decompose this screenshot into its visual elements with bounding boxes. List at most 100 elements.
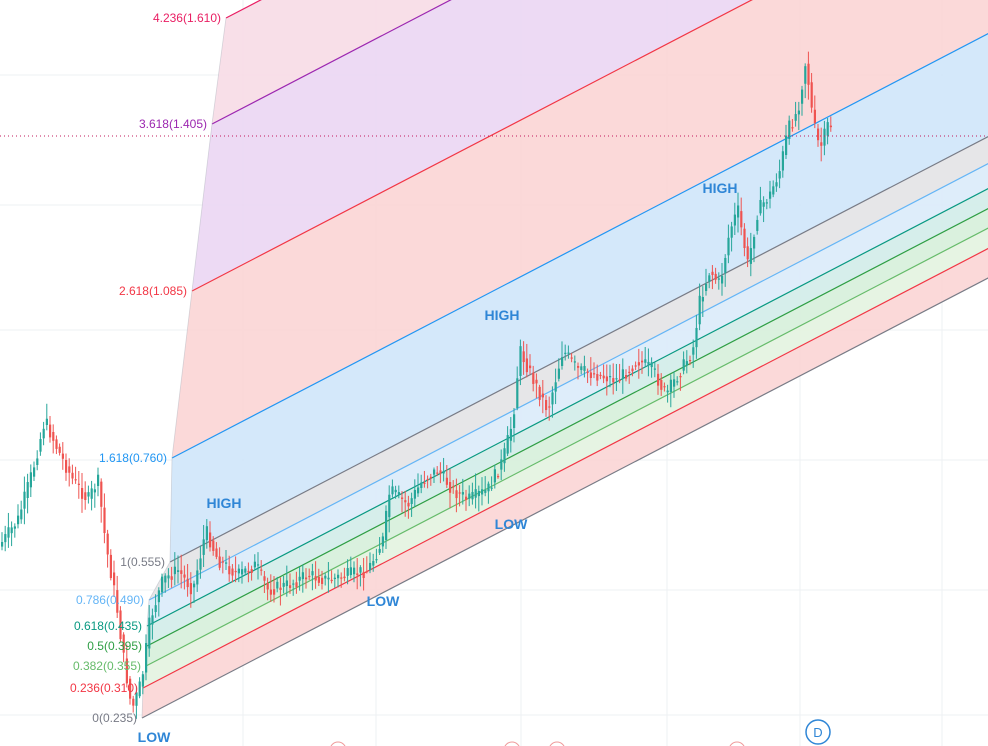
candle bbox=[337, 569, 340, 588]
candle-body bbox=[298, 576, 301, 581]
candle bbox=[583, 355, 586, 378]
fib-label-0.382: 0.382(0.355) bbox=[73, 659, 141, 673]
candle-body bbox=[733, 214, 736, 226]
candle-body bbox=[797, 110, 800, 115]
candle-body bbox=[189, 583, 192, 595]
candle bbox=[695, 314, 698, 359]
candle bbox=[71, 464, 74, 485]
candle-body bbox=[609, 376, 612, 378]
candle-body bbox=[13, 526, 16, 529]
candle-body bbox=[589, 372, 592, 379]
candle-body bbox=[532, 372, 535, 384]
candle bbox=[58, 443, 61, 456]
fib-label-3.618: 3.618(1.405) bbox=[139, 117, 207, 131]
candle bbox=[449, 468, 452, 508]
candle-body bbox=[404, 500, 407, 503]
swing-label-high: HIGH bbox=[703, 180, 738, 196]
fib-label-2.618: 2.618(1.085) bbox=[119, 284, 187, 298]
candle bbox=[490, 476, 493, 491]
fib-channel-lines[interactable] bbox=[141, 0, 988, 719]
candle bbox=[785, 124, 788, 159]
candle bbox=[317, 568, 320, 587]
candle bbox=[269, 574, 272, 603]
candle-body bbox=[58, 446, 61, 453]
fib-line-0.786[interactable] bbox=[148, 133, 988, 601]
timeframe-badge-button[interactable]: D bbox=[805, 719, 831, 745]
candle-body bbox=[461, 492, 464, 495]
candle-body bbox=[39, 438, 42, 452]
candle bbox=[663, 382, 666, 392]
candle bbox=[586, 368, 589, 384]
candle bbox=[567, 345, 570, 359]
candle-body bbox=[634, 365, 637, 367]
candle bbox=[305, 568, 308, 589]
candle bbox=[289, 573, 292, 594]
candle bbox=[657, 364, 660, 395]
candle bbox=[631, 365, 634, 377]
candle bbox=[97, 467, 100, 497]
candle-body bbox=[20, 509, 23, 520]
fib-line-1[interactable] bbox=[169, 105, 988, 563]
candle-body bbox=[247, 570, 250, 573]
candle-body bbox=[506, 435, 509, 454]
candle-body bbox=[407, 502, 410, 507]
candle bbox=[813, 95, 816, 129]
candle bbox=[20, 500, 23, 524]
candle-body bbox=[653, 368, 656, 370]
candle-body bbox=[385, 510, 388, 540]
candle bbox=[141, 671, 144, 695]
candle bbox=[154, 594, 157, 618]
candle bbox=[829, 116, 832, 132]
candle bbox=[177, 555, 180, 584]
event-marker bbox=[330, 741, 346, 746]
candle-body bbox=[548, 406, 551, 408]
candle-body bbox=[209, 532, 212, 548]
candle-body bbox=[212, 540, 215, 551]
fib-line-0[interactable] bbox=[141, 247, 988, 719]
candle-body bbox=[7, 527, 10, 538]
fib-line-0.236[interactable] bbox=[142, 217, 988, 689]
candle bbox=[801, 85, 804, 116]
candle bbox=[234, 556, 237, 583]
candle bbox=[477, 485, 480, 512]
candle-body bbox=[599, 374, 602, 377]
candle-body bbox=[349, 567, 352, 576]
candle bbox=[183, 565, 186, 590]
fib-line-0.5[interactable] bbox=[146, 177, 988, 647]
candle bbox=[823, 120, 826, 156]
candle bbox=[321, 570, 324, 590]
fib-line-3.618[interactable] bbox=[211, 0, 988, 125]
candle-body bbox=[119, 610, 122, 640]
candle-body bbox=[490, 487, 493, 489]
candle-body bbox=[250, 569, 253, 573]
candle bbox=[673, 371, 676, 398]
timeframe-badge[interactable]: D bbox=[330, 719, 831, 746]
candle bbox=[369, 552, 372, 574]
candle-body bbox=[170, 576, 173, 580]
candle bbox=[193, 580, 196, 603]
candle-body bbox=[785, 135, 788, 155]
candle bbox=[465, 489, 468, 511]
fib-line-0.618[interactable] bbox=[146, 157, 988, 627]
candle bbox=[346, 559, 349, 585]
candle bbox=[221, 556, 224, 574]
fib-line-1.618[interactable] bbox=[171, 2, 988, 459]
candle-body bbox=[756, 219, 759, 231]
candle-body bbox=[295, 582, 298, 588]
candle bbox=[439, 462, 442, 484]
candle bbox=[705, 268, 708, 296]
candle-body bbox=[279, 587, 282, 590]
swing-label-low: LOW bbox=[138, 729, 171, 745]
candle bbox=[397, 485, 400, 499]
candle bbox=[791, 119, 794, 132]
candle-body bbox=[772, 186, 775, 195]
candle bbox=[532, 365, 535, 392]
candle-body bbox=[324, 575, 327, 579]
fib-line-2.618[interactable] bbox=[191, 0, 988, 292]
candle-body bbox=[628, 371, 631, 373]
candle bbox=[122, 632, 125, 663]
candle-body bbox=[87, 492, 90, 497]
fib-label-0.618: 0.618(0.435) bbox=[74, 619, 142, 633]
